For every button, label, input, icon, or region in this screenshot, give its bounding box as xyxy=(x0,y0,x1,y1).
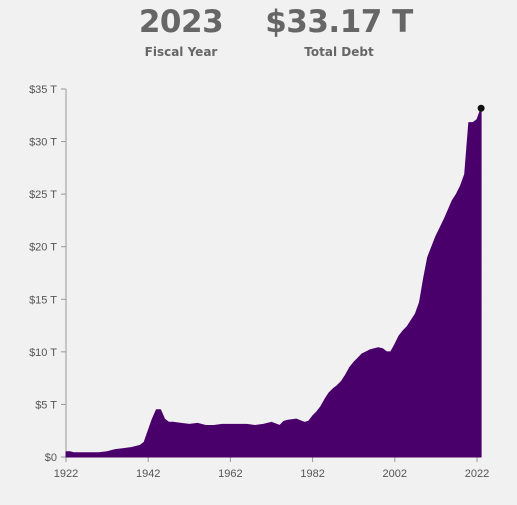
x-axis: 1922 1942 1962 1982 2002 2022 xyxy=(54,456,489,480)
x-tick-label: 1922 xyxy=(54,468,78,480)
y-tick-label: $10 T xyxy=(29,347,57,359)
total-debt-label: Total Debt xyxy=(304,45,374,59)
x-tick-label: 1962 xyxy=(218,468,242,480)
x-tick-label: 1982 xyxy=(300,468,324,480)
total-debt-stat: $33.17 T Total Debt xyxy=(254,4,424,60)
y-tick-label: $15 T xyxy=(29,294,57,306)
y-axis: $0 $5 T $10 T $15 T $20 T $25 T $30 T $35 T xyxy=(29,84,67,464)
x-tick-label: 2002 xyxy=(383,468,407,480)
debt-area[interactable] xyxy=(65,107,482,458)
y-tick-label: $20 T xyxy=(29,242,57,254)
y-tick-label: $30 T xyxy=(29,137,57,149)
fiscal-year-label: Fiscal Year xyxy=(144,45,218,59)
total-debt-value: $33.17 T xyxy=(265,4,413,40)
fiscal-year-value: 2023 xyxy=(138,4,224,40)
x-tick-label: 2022 xyxy=(465,468,489,480)
y-tick-label: $35 T xyxy=(29,84,57,96)
y-tick-label: $25 T xyxy=(29,189,57,201)
y-tick-label: $5 T xyxy=(35,399,57,411)
y-tick-label: $0 xyxy=(45,452,57,464)
current-year-marker[interactable] xyxy=(477,104,485,112)
x-tick-label: 1942 xyxy=(136,468,160,480)
fiscal-year-stat: 2023 Fiscal Year xyxy=(131,4,231,60)
